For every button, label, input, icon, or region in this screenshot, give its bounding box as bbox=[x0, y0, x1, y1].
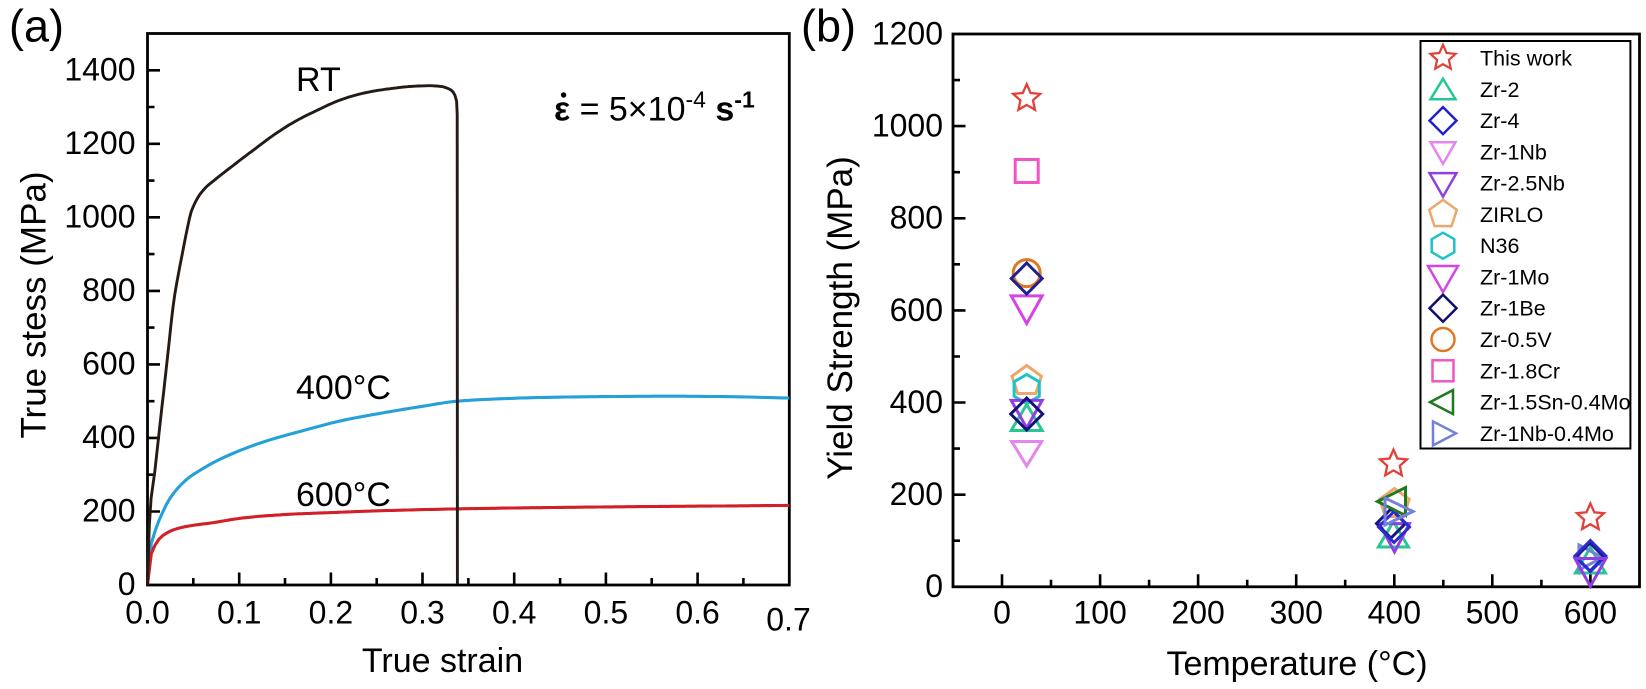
svg-text:RT: RT bbox=[296, 61, 341, 99]
svg-text:0.3: 0.3 bbox=[400, 595, 444, 631]
svg-text:(a): (a) bbox=[9, 1, 64, 52]
svg-text:Temperature (°C): Temperature (°C) bbox=[1166, 645, 1427, 683]
svg-text:0.7: 0.7 bbox=[766, 602, 810, 638]
svg-text:200: 200 bbox=[890, 476, 943, 512]
svg-text:N36: N36 bbox=[1480, 234, 1519, 258]
svg-text:0.4: 0.4 bbox=[492, 595, 536, 631]
svg-text:Zr-1Be: Zr-1Be bbox=[1480, 297, 1546, 321]
svg-text:1200: 1200 bbox=[64, 125, 135, 161]
svg-text:200: 200 bbox=[1171, 595, 1224, 631]
svg-text:Zr-4: Zr-4 bbox=[1480, 109, 1519, 133]
svg-text:Zr-0.5V: Zr-0.5V bbox=[1480, 328, 1552, 352]
svg-text:Zr-1Nb: Zr-1Nb bbox=[1480, 140, 1547, 164]
svg-text:0.6: 0.6 bbox=[675, 595, 719, 631]
svg-text:ZIRLO: ZIRLO bbox=[1480, 203, 1543, 227]
svg-text:300: 300 bbox=[1270, 595, 1323, 631]
svg-text:True stess (MPa): True stess (MPa) bbox=[15, 171, 54, 438]
svg-text:0.1: 0.1 bbox=[217, 595, 261, 631]
svg-text:0.2: 0.2 bbox=[309, 595, 353, 631]
svg-text:0: 0 bbox=[118, 566, 136, 602]
svg-text:1000: 1000 bbox=[64, 199, 135, 235]
svg-text:800: 800 bbox=[82, 272, 135, 308]
svg-text:Zr-1.5Sn-0.4Mo: Zr-1.5Sn-0.4Mo bbox=[1480, 391, 1631, 415]
svg-text:0: 0 bbox=[925, 568, 943, 604]
svg-text:1400: 1400 bbox=[64, 52, 135, 88]
svg-text:This work: This work bbox=[1480, 47, 1572, 71]
svg-text:400: 400 bbox=[1368, 595, 1421, 631]
svg-text:500: 500 bbox=[1466, 595, 1519, 631]
svg-text:600: 600 bbox=[1564, 595, 1617, 631]
svg-text:600: 600 bbox=[82, 346, 135, 382]
svg-text:0: 0 bbox=[993, 595, 1011, 631]
svg-text:0.5: 0.5 bbox=[584, 595, 628, 631]
svg-text:1000: 1000 bbox=[872, 108, 943, 144]
svg-text:ε = 5×10-4 s-1: ε = 5×10-4 s-1 bbox=[554, 87, 755, 129]
svg-text:Zr-2.5Nb: Zr-2.5Nb bbox=[1480, 172, 1565, 196]
svg-text:(b): (b) bbox=[801, 1, 856, 52]
svg-text:Zr-1Mo: Zr-1Mo bbox=[1480, 266, 1549, 290]
svg-text:Zr-1.8Cr: Zr-1.8Cr bbox=[1480, 359, 1560, 383]
svg-text:400°C: 400°C bbox=[296, 369, 391, 407]
svg-text:Zr-2: Zr-2 bbox=[1480, 78, 1519, 102]
svg-text:True strain: True strain bbox=[362, 642, 523, 680]
svg-text:600°C: 600°C bbox=[296, 476, 391, 514]
svg-text:600: 600 bbox=[890, 292, 943, 328]
svg-text:400: 400 bbox=[82, 419, 135, 455]
svg-text:1200: 1200 bbox=[872, 15, 943, 51]
svg-text:0.0: 0.0 bbox=[125, 595, 169, 631]
svg-text:200: 200 bbox=[82, 493, 135, 529]
svg-text:400: 400 bbox=[890, 384, 943, 420]
svg-text:Yield Strength (MPa): Yield Strength (MPa) bbox=[821, 156, 860, 480]
svg-text:800: 800 bbox=[890, 200, 943, 236]
svg-text:Zr-1Nb-0.4Mo: Zr-1Nb-0.4Mo bbox=[1480, 422, 1614, 446]
svg-text:100: 100 bbox=[1073, 595, 1126, 631]
